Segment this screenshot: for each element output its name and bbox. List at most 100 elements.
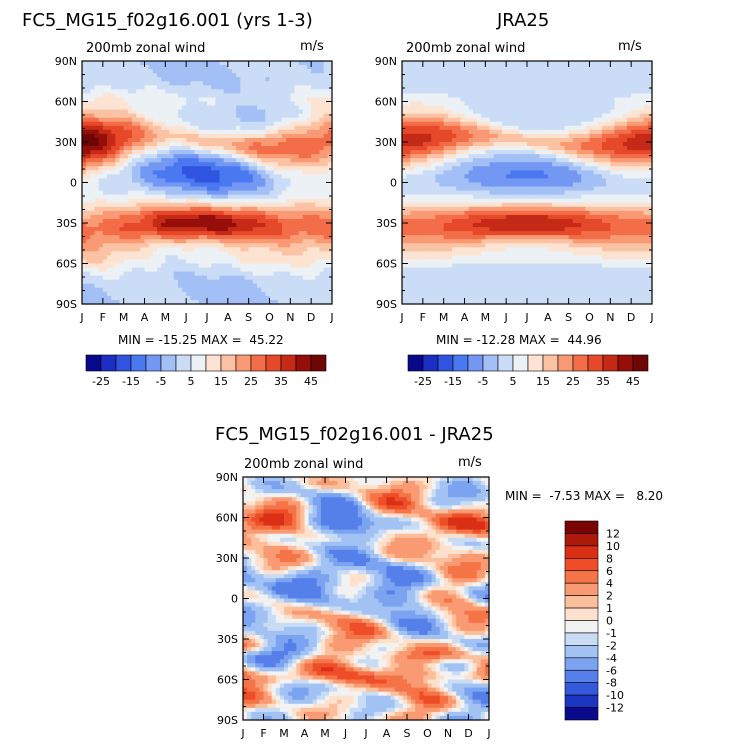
field-cell [140, 101, 146, 107]
field-cell [282, 137, 287, 143]
field-cell [302, 243, 308, 248]
field-cell [556, 137, 561, 143]
field-cell [82, 291, 87, 297]
field-cell [90, 178, 96, 184]
field-cell [90, 267, 96, 273]
field-cell [215, 218, 221, 224]
field-cell [102, 146, 108, 151]
field-cell [223, 182, 229, 188]
field-cell [244, 182, 250, 188]
field-cell [232, 243, 237, 248]
field-cell [119, 299, 125, 305]
field-cell [161, 210, 166, 216]
field-cell [414, 113, 420, 119]
field-cell [286, 61, 291, 66]
field-cell [119, 251, 125, 256]
field-cell [207, 73, 212, 78]
field-cell [556, 109, 561, 115]
field-cell [456, 113, 461, 119]
field-cell [152, 295, 158, 301]
field-cell [182, 154, 187, 159]
field-cell [132, 146, 137, 151]
field-cell [127, 235, 133, 240]
field-cell [319, 125, 325, 131]
field-cell [319, 247, 325, 252]
field-cell [232, 129, 237, 135]
field-cell [111, 101, 116, 107]
field-cell [194, 117, 200, 123]
field-cell [136, 89, 141, 94]
field-cell [202, 101, 208, 107]
field-cell [273, 117, 279, 123]
field-cell [472, 73, 478, 78]
field-cell [489, 105, 495, 111]
field-cell [236, 77, 241, 82]
field-cell [257, 109, 262, 115]
field-cell [257, 247, 262, 252]
field-cell [597, 97, 603, 103]
field-cell [127, 146, 133, 151]
field-cell [173, 77, 179, 82]
field-cell [531, 121, 536, 127]
field-cell [223, 93, 229, 99]
field-cell [635, 133, 641, 139]
field-cell [622, 77, 628, 82]
field-cell [98, 255, 104, 261]
field-cell [98, 117, 104, 123]
field-cell [302, 279, 308, 285]
field-cell [169, 202, 175, 208]
field-cell [223, 227, 229, 232]
field-cell [497, 109, 503, 115]
field-cell [298, 105, 304, 111]
field-cell [527, 81, 532, 86]
field-cell [240, 287, 246, 293]
field-cell [277, 255, 283, 261]
field-cell [148, 231, 154, 236]
field-cell [443, 125, 449, 131]
field-cell [169, 117, 175, 123]
field-cell [115, 243, 121, 248]
field-cell [452, 65, 457, 70]
field-cell [144, 186, 150, 192]
field-cell [102, 97, 108, 103]
field-cell [157, 97, 162, 103]
field-cell [207, 263, 212, 269]
field-cell [90, 142, 96, 147]
field-cell [169, 295, 175, 301]
field-cell [219, 121, 225, 127]
field-cell [282, 129, 287, 135]
field-cell [244, 129, 250, 135]
field-cell [232, 182, 237, 188]
field-cell [107, 275, 112, 281]
field-cell [622, 61, 628, 66]
colorbar-box [130, 354, 147, 372]
field-cell [269, 259, 275, 265]
field-cell [277, 279, 283, 285]
field-cell [207, 69, 212, 74]
field-cell [194, 182, 200, 188]
field-cell [94, 287, 100, 293]
field-cell [307, 97, 312, 103]
field-cell [502, 121, 507, 127]
field-cell [294, 129, 300, 135]
field-cell [327, 259, 333, 265]
field-cell [518, 73, 524, 78]
field-cell [497, 125, 503, 131]
field-cell [182, 85, 187, 90]
field-cell [294, 150, 300, 155]
field-cell [252, 105, 258, 111]
field-cell [635, 93, 641, 99]
field-cell [307, 101, 312, 107]
field-cell [244, 166, 250, 171]
field-cell [148, 275, 154, 281]
field-cell [402, 73, 407, 78]
field-cell [148, 259, 154, 265]
field-cell [531, 65, 536, 70]
field-cell [190, 235, 196, 240]
field-cell [157, 299, 162, 305]
field-cell [552, 142, 557, 147]
field-cell [236, 146, 241, 151]
field-cell [252, 202, 258, 208]
field-cell [311, 295, 316, 301]
field-cell [82, 105, 87, 111]
